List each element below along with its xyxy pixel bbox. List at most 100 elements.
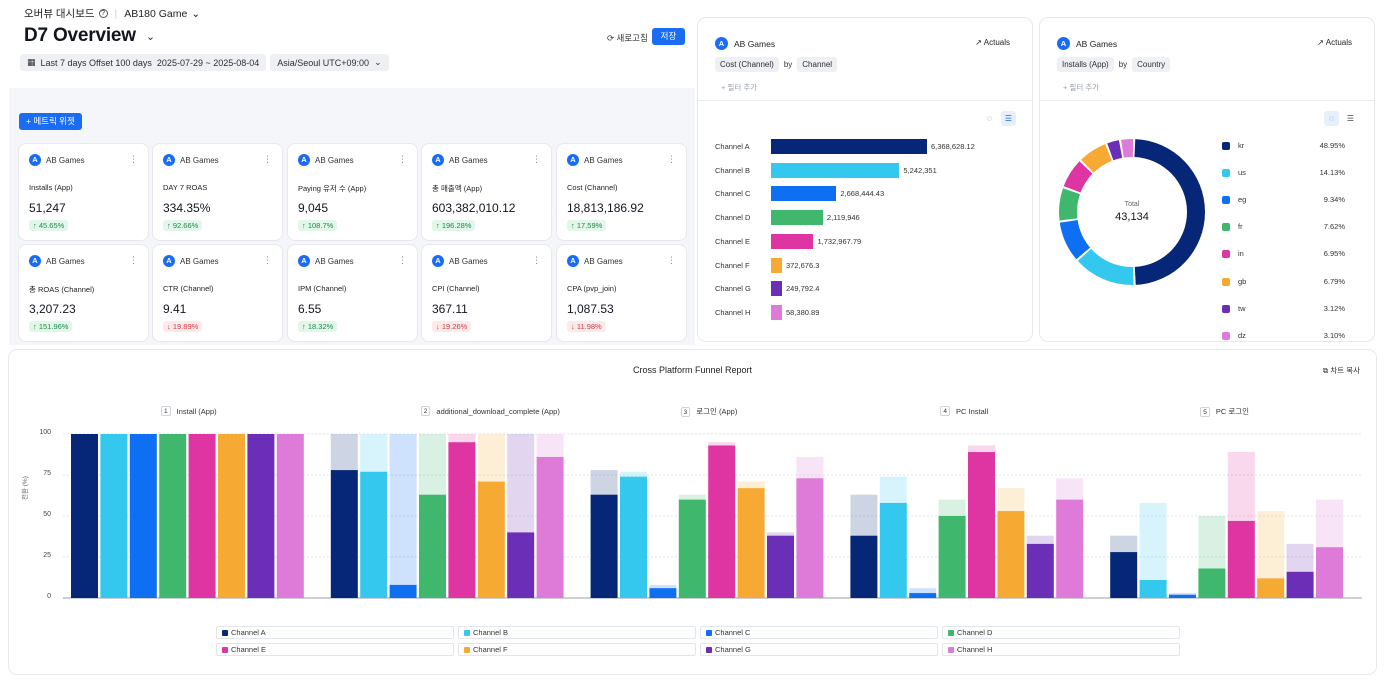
donut-chart-icon[interactable]: ◌ [1324,111,1339,126]
more-options-icon[interactable]: ⋮ [667,255,676,265]
funnel-bar[interactable] [1227,520,1255,598]
funnel-bar[interactable] [590,494,618,598]
funnel-legend-item[interactable]: Channel F [458,643,696,656]
save-button[interactable]: 저장 [652,28,685,45]
bar[interactable] [771,281,782,297]
funnel-bar[interactable] [737,488,765,598]
bar[interactable] [771,210,823,226]
donut-slice-tw[interactable] [1107,140,1123,161]
funnel-bar[interactable] [968,452,995,598]
funnel-bar[interactable] [938,516,966,598]
group-by-chip[interactable]: Country [1132,57,1171,72]
funnel-bar[interactable] [330,470,358,598]
funnel-bar[interactable] [360,471,388,598]
donut-slice-dz[interactable] [1121,139,1134,158]
refresh-button[interactable]: ⟳ 새로고침 [607,33,648,43]
more-options-icon[interactable]: ⋮ [129,255,138,265]
donut-slice-in[interactable] [1063,161,1093,193]
chevron-down-icon[interactable]: ⌄ [191,7,201,20]
legend-checkbox[interactable] [1222,277,1230,286]
timezone-filter[interactable]: Asia/Seoul UTC+09:00 ⌄ [270,54,389,71]
actuals-toggle[interactable]: ↗ Actuals [975,38,1010,47]
more-options-icon[interactable]: ⋮ [263,255,272,265]
funnel-bar[interactable] [678,499,706,598]
funnel-bar[interactable] [879,502,907,598]
funnel-bar[interactable] [1110,552,1138,598]
funnel-bar[interactable] [796,478,824,598]
funnel-legend-item[interactable]: Channel H [942,643,1180,656]
funnel-legend-item[interactable]: Channel B [458,626,696,639]
legend-checkbox[interactable] [1222,142,1230,150]
donut-chart-icon[interactable]: ◌ [987,114,992,123]
bar[interactable] [771,233,814,249]
funnel-bar[interactable] [909,593,937,598]
metric-card[interactable]: A AB Games ⋮ IPM (Channel) 6.55 ↑ 18.32% [288,245,417,341]
metric-chip[interactable]: Installs (App) [1057,57,1114,72]
metric-card[interactable]: A AB Games ⋮ DAY 7 ROAS 334.35% ↑ 92.66% [153,144,282,240]
funnel-bar[interactable] [620,476,647,598]
metric-card[interactable]: A AB Games ⋮ CPA (pvp_join) 1,087.53 ↓ 11.98% [557,245,686,341]
app-selector[interactable]: AB180 Game [124,7,188,20]
legend-item-kr[interactable]: kr 48.95% [1222,141,1345,153]
funnel-bar[interactable] [159,434,187,598]
more-options-icon[interactable]: ⋮ [398,154,407,164]
legend-checkbox[interactable] [1222,223,1230,232]
add-metric-widget-button[interactable]: + 메트릭 위젯 [19,113,82,130]
funnel-bar[interactable] [850,535,878,598]
funnel-bar[interactable] [1169,594,1196,598]
funnel-bar[interactable] [129,434,157,598]
metric-chip[interactable]: Cost (Channel) [715,57,779,72]
funnel-bar[interactable] [276,434,304,598]
funnel-bar[interactable] [188,434,216,598]
group-by-chip[interactable]: Channel [797,57,838,72]
funnel-legend-item[interactable]: Channel G [700,643,938,656]
metric-card[interactable]: A AB Games ⋮ CPI (Channel) 367.11 ↓ 19.26% [422,245,551,341]
funnel-bar[interactable] [767,535,794,598]
bar[interactable] [771,162,900,178]
bar-chart-icon[interactable]: ☰ [1001,111,1016,126]
more-options-icon[interactable]: ⋮ [263,154,272,164]
legend-checkbox[interactable] [1222,169,1230,178]
legend-checkbox[interactable] [1222,196,1230,205]
bar[interactable] [771,139,927,154]
metric-card[interactable]: A AB Games ⋮ Cost (Channel) 18,813,186.92 ↑ 1… [557,144,686,240]
funnel-bar[interactable] [1286,571,1314,598]
chevron-down-icon[interactable]: ⌄ [145,30,156,43]
legend-item-fr[interactable]: fr 7.62% [1222,222,1345,234]
donut-slice-gb[interactable] [1081,144,1112,173]
legend-item-us[interactable]: us 14.13% [1222,168,1345,180]
donut-slice-kr[interactable] [1134,139,1205,285]
funnel-bar[interactable] [1316,547,1343,598]
funnel-bar[interactable] [708,445,736,598]
funnel-bar[interactable] [1026,543,1054,598]
more-options-icon[interactable]: ⋮ [532,255,541,265]
funnel-bar[interactable] [448,442,476,598]
funnel-bar[interactable] [997,511,1025,598]
bar[interactable] [771,304,782,320]
funnel-bar[interactable] [536,456,564,598]
funnel-bar[interactable] [1257,578,1285,598]
metric-card[interactable]: A AB Games ⋮ CTR (Channel) 9.41 ↓ 19.89% [153,245,282,341]
bar[interactable] [771,186,837,202]
bar-chart-icon[interactable]: ☰ [1346,114,1355,123]
legend-item-gb[interactable]: gb 6.79% [1222,277,1345,289]
funnel-bar[interactable] [389,584,417,598]
funnel-bar[interactable] [1056,499,1084,598]
legend-checkbox[interactable] [1222,304,1230,313]
more-options-icon[interactable]: ⋮ [398,255,407,265]
copy-chart-button[interactable]: ⧉ 차트 복사 [1322,366,1360,375]
add-filter-button[interactable]: + 필터 추가 [721,83,758,92]
funnel-bar[interactable] [1139,579,1167,598]
funnel-bar[interactable] [477,481,505,598]
legend-checkbox[interactable] [1222,250,1230,259]
funnel-legend-item[interactable]: Channel A [216,626,454,639]
funnel-legend-item[interactable]: Channel C [700,626,938,639]
more-options-icon[interactable]: ⋮ [129,154,138,164]
actuals-toggle[interactable]: ↗ Actuals [1317,38,1352,47]
funnel-bar[interactable] [419,494,446,598]
donut-slice-fr[interactable] [1059,188,1080,221]
metric-card[interactable]: A AB Games ⋮ Paying 유저 수 (App) 9,045 ↑ 108.7% [288,144,417,240]
funnel-bar[interactable] [247,434,275,598]
donut-slice-eg[interactable] [1059,220,1091,260]
legend-item-dz[interactable]: dz 3.10% [1222,331,1345,343]
